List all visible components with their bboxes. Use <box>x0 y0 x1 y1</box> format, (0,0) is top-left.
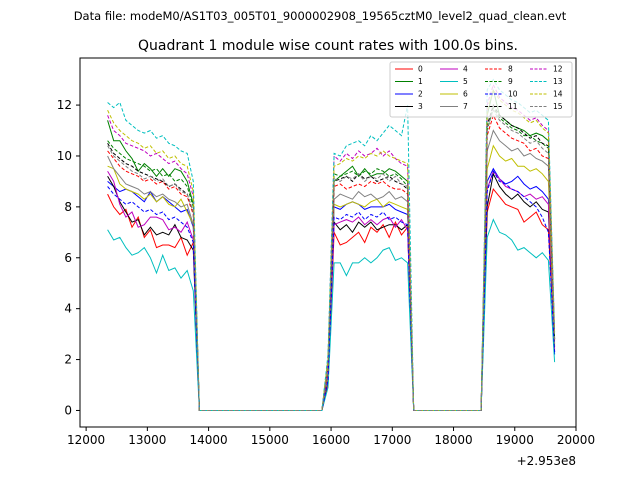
legend-label-11: 11 <box>508 102 518 111</box>
y-tick-label: 12 <box>57 98 72 112</box>
legend-label-14: 14 <box>553 90 563 99</box>
legend-label-7: 7 <box>463 102 468 111</box>
series-line-14 <box>107 88 556 411</box>
x-axis-offset-label: +2.953e8 <box>517 454 576 468</box>
legend-label-0: 0 <box>418 65 423 74</box>
axis-ticks: 12000 13000 14000 15000 16000 17000 18000 19000… <box>57 98 595 447</box>
y-tick-label: 4 <box>64 302 72 316</box>
x-tick-label: 14000 <box>189 433 227 447</box>
series-line-8 <box>107 113 556 411</box>
series-line-7 <box>107 129 556 411</box>
legend-label-10: 10 <box>508 90 518 99</box>
legend-label-3: 3 <box>418 102 423 111</box>
legend-label-12: 12 <box>553 65 563 74</box>
x-tick-label: 16000 <box>312 433 350 447</box>
x-tick-label: 17000 <box>373 433 411 447</box>
x-tick-label: 19000 <box>496 433 534 447</box>
x-tick-label: 18000 <box>434 433 472 447</box>
y-tick-label: 8 <box>64 200 72 214</box>
legend-label-1: 1 <box>418 77 423 86</box>
y-tick-label: 6 <box>64 251 72 265</box>
series-layer <box>107 78 556 411</box>
legend-label-8: 8 <box>508 65 513 74</box>
series-line-6 <box>107 144 556 411</box>
x-tick-label: 12000 <box>67 433 105 447</box>
legend-label-15: 15 <box>553 102 563 111</box>
y-tick-label: 2 <box>64 353 72 367</box>
series-line-11 <box>107 103 556 411</box>
legend-label-6: 6 <box>463 90 468 99</box>
legend-label-9: 9 <box>508 77 513 86</box>
legend-label-5: 5 <box>463 77 468 86</box>
y-tick-label: 10 <box>57 149 72 163</box>
x-tick-label: 15000 <box>251 433 289 447</box>
figure-suptitle: Data file: modeM0/AS1T03_005T01_90000029… <box>74 9 567 23</box>
legend-label-2: 2 <box>418 90 423 99</box>
legend-label-13: 13 <box>553 77 563 86</box>
series-line-5 <box>107 218 556 411</box>
legend-box <box>389 61 573 118</box>
series-line-4 <box>107 170 556 411</box>
series-line-9 <box>107 106 556 411</box>
chart-title: Quadrant 1 module wise count rates with … <box>138 38 518 54</box>
x-tick-label: 13000 <box>128 433 166 447</box>
x-tick-label: 20000 <box>557 433 595 447</box>
series-line-2 <box>107 167 556 411</box>
series-line-3 <box>107 172 556 411</box>
y-tick-label: 0 <box>64 403 72 417</box>
plot-area-frame <box>79 57 577 428</box>
legend-label-4: 4 <box>463 65 468 74</box>
series-line-0 <box>107 188 556 411</box>
series-line-15 <box>107 109 556 411</box>
series-line-10 <box>107 169 556 411</box>
